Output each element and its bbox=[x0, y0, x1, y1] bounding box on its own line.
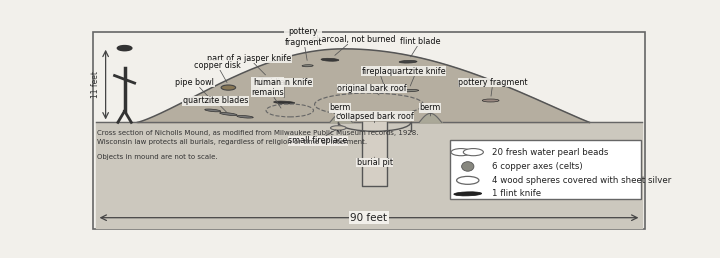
Circle shape bbox=[463, 149, 483, 156]
Text: charcoal, not burned: charcoal, not burned bbox=[312, 35, 395, 55]
Text: pottery fragment: pottery fragment bbox=[458, 78, 528, 96]
Text: copper disk: copper disk bbox=[194, 61, 240, 83]
Ellipse shape bbox=[454, 192, 482, 196]
Text: fireplace: fireplace bbox=[361, 67, 397, 85]
Ellipse shape bbox=[399, 60, 417, 63]
Text: berm: berm bbox=[329, 103, 351, 116]
Text: Objects in mound are not to scale.: Objects in mound are not to scale. bbox=[96, 154, 217, 160]
Circle shape bbox=[378, 87, 392, 92]
Text: 11 feet: 11 feet bbox=[91, 71, 100, 98]
Ellipse shape bbox=[256, 77, 279, 80]
Text: part of a jasper knife: part of a jasper knife bbox=[207, 54, 291, 75]
Ellipse shape bbox=[204, 109, 221, 112]
Text: 90 feet: 90 feet bbox=[351, 213, 387, 223]
Text: quartzite knife: quartzite knife bbox=[387, 67, 446, 86]
Circle shape bbox=[221, 85, 235, 90]
Text: 4 wood spheres covered with sheet silver: 4 wood spheres covered with sheet silver bbox=[492, 176, 671, 185]
Text: obsidian knife: obsidian knife bbox=[256, 78, 312, 98]
Text: pottery
fragment: pottery fragment bbox=[284, 27, 322, 60]
Text: Wisconsin law protects all burials, regardless of religion or time of interment.: Wisconsin law protects all burials, rega… bbox=[96, 139, 366, 145]
Ellipse shape bbox=[462, 162, 474, 171]
Text: quartzite blades: quartzite blades bbox=[183, 96, 248, 112]
Text: collapsed bark roof: collapsed bark roof bbox=[336, 112, 413, 123]
Ellipse shape bbox=[204, 100, 220, 103]
Text: 1 flint knife: 1 flint knife bbox=[492, 189, 541, 198]
Ellipse shape bbox=[274, 101, 294, 104]
Text: burial pit: burial pit bbox=[356, 157, 392, 167]
Ellipse shape bbox=[220, 112, 237, 116]
Text: pipe bowl: pipe bowl bbox=[176, 78, 215, 98]
Circle shape bbox=[451, 149, 471, 156]
Text: original bark roof: original bark roof bbox=[337, 84, 407, 95]
Text: small fireplace: small fireplace bbox=[288, 130, 347, 145]
Text: berm: berm bbox=[420, 103, 441, 116]
Ellipse shape bbox=[330, 126, 346, 130]
Text: flint blade: flint blade bbox=[400, 37, 441, 57]
Circle shape bbox=[456, 176, 479, 184]
Bar bbox=[450, 140, 641, 199]
Ellipse shape bbox=[321, 58, 339, 61]
Text: 6 copper axes (celts): 6 copper axes (celts) bbox=[492, 162, 582, 171]
Text: human
remains: human remains bbox=[251, 77, 284, 108]
Ellipse shape bbox=[302, 65, 313, 67]
Ellipse shape bbox=[237, 116, 253, 118]
Text: Cross section of Nicholls Mound, as modified from Milwaukee Public Museum record: Cross section of Nicholls Mound, as modi… bbox=[96, 130, 418, 136]
Ellipse shape bbox=[482, 99, 499, 102]
Text: 20 fresh water pearl beads: 20 fresh water pearl beads bbox=[492, 148, 608, 157]
Circle shape bbox=[117, 46, 132, 51]
Ellipse shape bbox=[397, 89, 418, 92]
